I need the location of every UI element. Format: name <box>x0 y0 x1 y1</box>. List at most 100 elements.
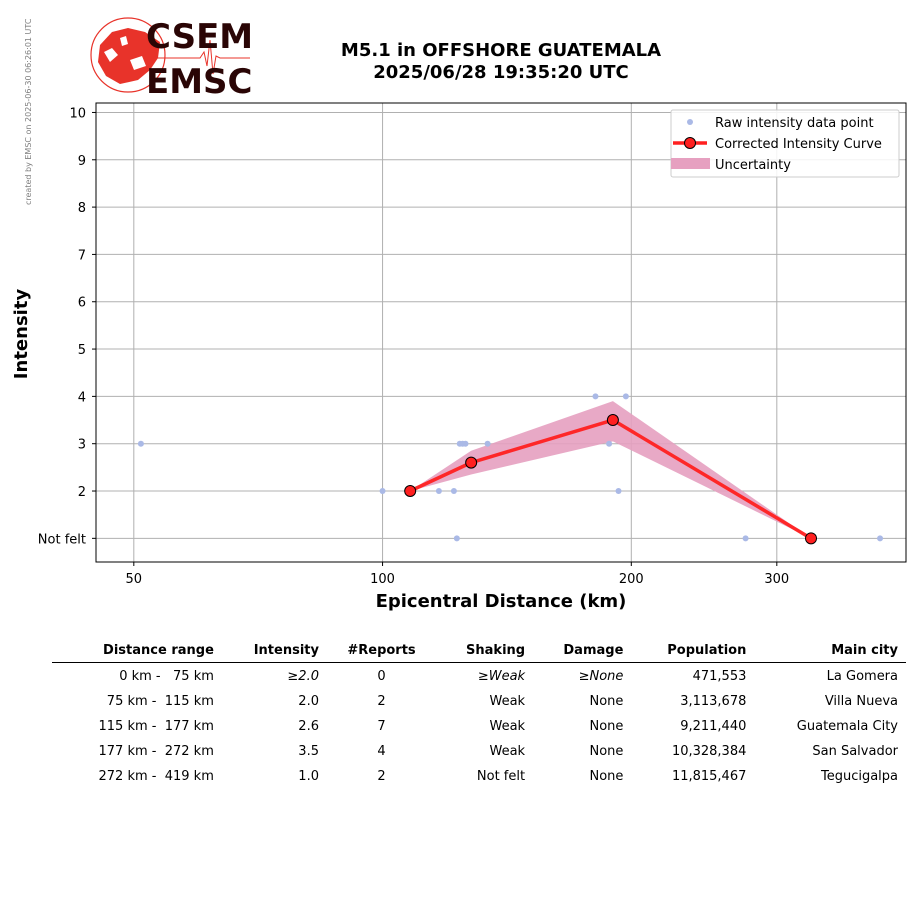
cell-main-city: Tegucigalpa <box>820 768 898 784</box>
y-tick-label: 10 <box>69 106 86 121</box>
table-row: 75 km - 115 km 2.0 2 Weak None 3,113,678 Villa… <box>52 688 906 713</box>
y-tick-label: 5 <box>78 343 86 358</box>
y-tick-label: Not felt <box>38 532 86 547</box>
cell-reports: 7 <box>377 718 386 734</box>
cell-distance-range: 272 km - 419 km <box>98 768 214 784</box>
x-tick-label: 300 <box>764 572 789 587</box>
raw-data-point <box>622 393 629 400</box>
table-row: 0 km - 75 km ≥2.0 0 ≥Weak ≥None 471,553 La Gom… <box>52 663 906 689</box>
x-ticks: 50 100 200 300 <box>126 562 789 587</box>
plot-frame <box>95 102 907 563</box>
corrected-curve-layer <box>404 414 818 545</box>
uncertainty-band-layer <box>410 401 812 539</box>
chart-title-line2: 2025/06/28 19:35:20 UTC <box>373 62 629 83</box>
cell-damage: None <box>589 768 624 784</box>
x-tick-label: 100 <box>370 572 395 587</box>
raw-data-point <box>615 488 622 495</box>
corrected-curve-point <box>606 414 619 427</box>
table-row: 272 km - 419 km 1.0 2 Not felt None 11,815,46… <box>52 763 906 788</box>
legend-uncertainty-swatch <box>671 158 710 169</box>
svg-text:CSEM: CSEM <box>146 17 253 57</box>
cell-damage: None <box>589 693 624 709</box>
legend: Raw intensity data point Corrected Inten… <box>670 109 900 178</box>
svg-text:EMSC: EMSC <box>146 62 253 102</box>
raw-data-point <box>592 393 599 400</box>
cell-main-city: Guatemala City <box>796 718 898 734</box>
raw-data-point <box>450 488 457 495</box>
header-main-city: Main city <box>754 640 906 663</box>
legend-raw-label: Raw intensity data point <box>715 116 874 131</box>
raw-data-point <box>462 440 469 447</box>
credit-text: created by EMSC on 2025-06-30 06:26:01 U… <box>24 18 33 205</box>
cell-shaking: Weak <box>489 693 526 709</box>
header-reports: #Reports <box>326 640 437 663</box>
intensity-summary-table: Distance range Intensity #Reports Shakin… <box>52 640 906 788</box>
raw-data-point <box>484 440 491 447</box>
y-ticks: Not felt 2 3 4 5 6 7 8 9 10 <box>38 106 96 547</box>
header-damage: Damage <box>533 640 632 663</box>
header-shaking: Shaking <box>436 640 534 663</box>
x-tick-label: 50 <box>126 572 143 587</box>
cell-reports: 4 <box>377 743 386 759</box>
header-intensity: Intensity <box>221 640 327 663</box>
cell-reports: 0 <box>377 668 386 684</box>
cell-population: 471,553 <box>692 668 747 684</box>
cell-intensity: 1.0 <box>298 768 319 784</box>
cell-intensity: ≥2.0 <box>287 668 319 684</box>
y-tick-label: 4 <box>78 390 86 405</box>
cell-intensity: 2.6 <box>298 718 319 734</box>
intensity-chart: created by EMSC on 2025-06-30 06:26:01 U… <box>11 17 907 612</box>
raw-data-point <box>137 440 144 447</box>
cell-damage: None <box>589 718 624 734</box>
raw-data-point <box>742 535 749 542</box>
table-row: 115 km - 177 km 2.6 7 Weak None 9,211,440 Guat… <box>52 713 906 738</box>
y-tick-label: 8 <box>78 201 86 216</box>
raw-data-point <box>435 488 442 495</box>
table-header-row: Distance range Intensity #Reports Shakin… <box>52 640 906 663</box>
corrected-curve-point <box>465 456 478 469</box>
y-tick-label: 2 <box>78 485 86 500</box>
raw-data-point <box>877 535 884 542</box>
y-tick-label: 7 <box>78 248 86 263</box>
y-tick-label: 9 <box>78 154 86 169</box>
table-row: 177 km - 272 km 3.5 4 Weak None 10,328,384 San… <box>52 738 906 763</box>
raw-data-point <box>453 535 460 542</box>
uncertainty-band <box>410 401 812 539</box>
cell-population: 3,113,678 <box>680 693 747 709</box>
legend-raw-marker <box>687 119 693 125</box>
cell-intensity: 3.5 <box>298 743 319 759</box>
legend-box <box>670 109 900 178</box>
legend-curve-marker <box>684 137 696 149</box>
x-tick-label: 200 <box>619 572 644 587</box>
chart-title-line1: M5.1 in OFFSHORE GUATEMALA <box>341 40 661 61</box>
cell-reports: 2 <box>377 768 386 784</box>
cell-shaking: ≥Weak <box>477 668 526 684</box>
cell-distance-range: 0 km - 75 km <box>119 668 214 684</box>
cell-shaking: Weak <box>489 743 526 759</box>
raw-data-point <box>379 488 386 495</box>
cell-main-city: Villa Nueva <box>824 693 898 709</box>
cell-population: 11,815,467 <box>671 768 747 784</box>
legend-curve-label: Corrected Intensity Curve <box>715 137 882 152</box>
grid <box>96 103 906 562</box>
x-axis-title: Epicentral Distance (km) <box>376 591 627 612</box>
cell-shaking: Not felt <box>476 768 526 784</box>
cell-intensity: 2.0 <box>298 693 319 709</box>
corrected-curve-point <box>404 485 417 498</box>
cell-distance-range: 177 km - 272 km <box>98 743 214 759</box>
cell-main-city: La Gomera <box>826 668 898 684</box>
cell-main-city: San Salvador <box>812 743 898 759</box>
cell-shaking: Weak <box>489 718 526 734</box>
cell-reports: 2 <box>377 693 386 709</box>
cell-distance-range: 75 km - 115 km <box>106 693 214 709</box>
csem-emsc-logo: CSEM EMSC <box>90 17 253 102</box>
raw-points-layer <box>137 393 884 542</box>
header-distance-range: Distance range <box>52 640 222 663</box>
raw-data-point <box>606 440 613 447</box>
cell-distance-range: 115 km - 177 km <box>98 718 214 734</box>
cell-population: 9,211,440 <box>680 718 747 734</box>
y-tick-label: 3 <box>78 438 86 453</box>
cell-damage: ≥None <box>578 668 624 684</box>
legend-uncertainty-label: Uncertainty <box>715 158 791 173</box>
corrected-curve-line <box>409 418 812 540</box>
